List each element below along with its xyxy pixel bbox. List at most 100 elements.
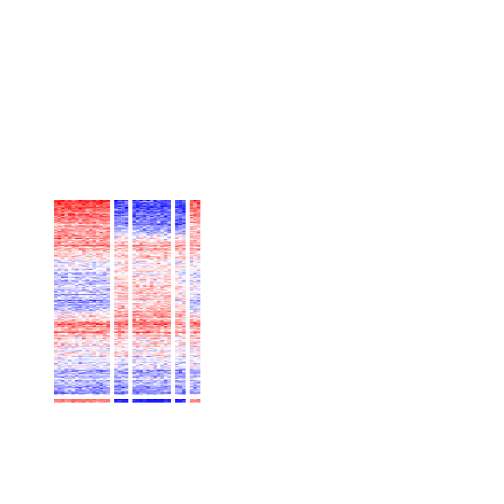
heatmap-cell-1816	[64, 256, 69, 258]
heatmap-cell-4963	[71, 353, 76, 355]
heatmap-cell-4240	[139, 330, 143, 332]
heatmap-cell-3707	[78, 314, 83, 316]
heatmap-cell-3585	[182, 310, 186, 312]
heatmap-cell-2551	[193, 278, 197, 280]
heatmap-cell-4819	[85, 349, 90, 351]
heatmap-cell-3293	[54, 302, 58, 304]
heatmap-cell-878	[156, 226, 161, 228]
heatmap-cell-2609	[124, 280, 129, 282]
heatmap-cell-1201	[117, 236, 122, 238]
heatmap-cell-4514	[54, 339, 58, 342]
heatmap-cell-4275	[132, 331, 136, 334]
heatmap-cell-2046	[92, 263, 97, 265]
heatmap-cell-1662	[189, 250, 194, 252]
heatmap-cell-832	[121, 225, 125, 227]
heatmap-cell-1167	[132, 235, 136, 237]
heatmap-cell-3415	[92, 305, 97, 307]
heatmap-cell-3709	[85, 314, 90, 316]
heatmap-cell-2460	[121, 275, 125, 277]
heatmap-cell-1852	[61, 257, 65, 259]
heatmap-cell-1791	[106, 255, 111, 257]
heatmap-cell-1770	[175, 253, 179, 256]
heatmap-cell-95	[135, 202, 140, 204]
heatmap-cell-4891	[78, 351, 83, 353]
heatmap-cell-4890	[75, 351, 79, 353]
heatmap-cell-4691	[163, 344, 168, 346]
heatmap-cell-747	[78, 222, 83, 225]
heatmap-cell-2316	[139, 271, 143, 273]
heatmap-cell-330	[189, 209, 194, 211]
heatmap-cell-3277	[135, 300, 140, 303]
heatmap-cell-2699	[193, 282, 197, 284]
heatmap-cell-3730	[167, 314, 171, 316]
heatmap-cell-4463	[142, 337, 147, 339]
heatmap-cell-366	[182, 210, 186, 212]
heatmap-cell-258	[196, 206, 201, 209]
heatmap-cell-4271	[114, 331, 118, 334]
heatmap-cell-2648	[135, 281, 140, 283]
heatmap-cell-3191	[85, 298, 90, 300]
heatmap-cell-1951	[156, 259, 161, 261]
heatmap-cell-4231	[99, 330, 104, 332]
heatmap-cell-4104	[189, 326, 194, 328]
heatmap-cell-544	[153, 216, 157, 218]
heatmap-cell-4636	[92, 343, 97, 345]
heatmap-cell-3501	[142, 307, 147, 310]
heatmap-cell-3540	[149, 308, 154, 311]
heatmap-cell-4371	[71, 335, 76, 337]
heatmap-cell-3307	[103, 302, 107, 304]
heatmap-cell-4308	[114, 333, 118, 335]
heatmap-cell-1359	[156, 241, 161, 243]
heatmap-cell-1076	[64, 233, 69, 235]
heatmap-cell-2930	[78, 290, 83, 292]
heatmap-cell-721	[121, 221, 125, 223]
heatmap-cell-331	[193, 209, 197, 211]
heatmap-cell-383	[99, 211, 104, 213]
heatmap-cell-39	[61, 201, 65, 203]
heatmap-cell-1786	[89, 255, 93, 257]
heatmap-cell-1361	[163, 241, 168, 243]
heatmap-cell-3439	[193, 305, 197, 307]
heatmap-cell-1689	[146, 251, 150, 253]
heatmap-cell-865	[103, 226, 107, 228]
heatmap-cell-4530	[114, 339, 118, 342]
heatmap-cell-3754	[117, 315, 122, 318]
heatmap-cell-4638	[99, 343, 104, 345]
heatmap-cell-1327	[178, 240, 183, 242]
heatmap-cell-1541	[146, 247, 150, 249]
heatmap-cell-422	[106, 212, 111, 214]
heatmap-cell-2934	[92, 290, 97, 292]
heatmap-cell-437	[167, 212, 171, 214]
heatmap-cell-3054	[132, 294, 136, 296]
heatmap-cell-2396	[160, 273, 164, 275]
heatmap-cell-4038	[71, 325, 76, 327]
heatmap-cell-926	[57, 228, 62, 230]
heatmap-cell-4578	[156, 341, 161, 343]
heatmap-cell-2445	[64, 275, 69, 277]
heatmap-cell-3739	[61, 315, 65, 318]
heatmap-cell-1187	[64, 236, 69, 238]
heatmap-cell-1570	[114, 248, 118, 250]
heatmap-cell-3373	[75, 304, 79, 306]
heatmap-cell-4401	[193, 335, 197, 337]
heatmap-cell-4562	[92, 341, 97, 343]
heatmap-cell-1334	[61, 241, 65, 243]
heatmap-cell-332	[196, 209, 201, 211]
heatmap-cell-4137	[167, 327, 171, 329]
heatmap-cell-4172	[160, 328, 164, 330]
heatmap-cell-3940	[121, 321, 125, 323]
heatmap-cell-3041	[78, 294, 83, 296]
heatmap-cell-4623	[193, 342, 197, 344]
heatmap-cell-1026	[156, 230, 161, 233]
heatmap-cell-1178	[175, 235, 179, 237]
heatmap-cell-4702	[64, 345, 69, 347]
heatmap-cell-3557	[71, 310, 76, 312]
heatmap-cell-1284	[153, 239, 157, 241]
heatmap-cell-2131	[139, 265, 143, 267]
heatmap-cell-614	[139, 218, 143, 220]
heatmap-cell-1463	[132, 244, 136, 246]
heatmap-cell-4613	[149, 342, 154, 344]
heatmap-cell-1986	[149, 260, 154, 262]
heatmap-cell-4257	[61, 331, 65, 334]
heatmap-cell-4678	[114, 344, 118, 346]
